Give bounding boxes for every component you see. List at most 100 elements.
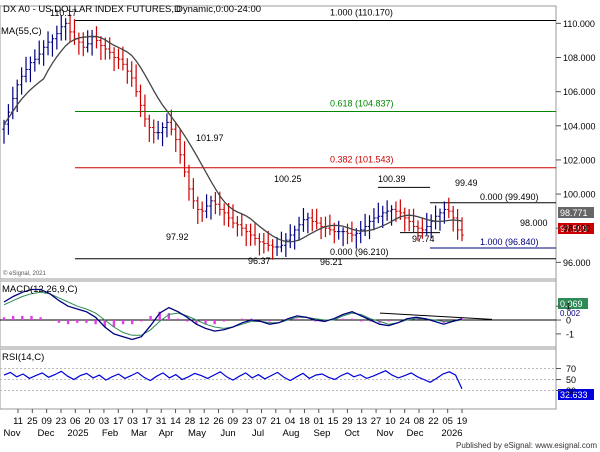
macd-histogram-bar bbox=[268, 320, 271, 322]
macd-histogram-bar bbox=[222, 320, 226, 322]
month-label: Aug bbox=[283, 428, 300, 439]
macd-histogram-bar bbox=[76, 320, 79, 323]
macd-histogram-bar bbox=[204, 320, 207, 325]
date-tick-label: 23 bbox=[242, 416, 253, 427]
price-extreme-label: 100.39 bbox=[378, 174, 406, 184]
macd-label: MACD(12,26,9,C) bbox=[2, 284, 78, 295]
last-price-label: 97.599 bbox=[560, 224, 588, 234]
price-extreme-label: 96.37 bbox=[248, 256, 271, 266]
price-tick-label: 100.000 bbox=[563, 190, 596, 200]
macd-histogram-bar bbox=[213, 320, 216, 325]
date-tick-label: 09 bbox=[228, 416, 239, 427]
macd-histogram-bar bbox=[30, 315, 33, 321]
footer-text: Published by eSignal: www.esignal.com bbox=[456, 441, 597, 450]
price-extreme-label: 96.21 bbox=[320, 257, 343, 267]
month-label: Dec bbox=[407, 428, 424, 439]
date-tick-label: 27 bbox=[371, 416, 382, 427]
date-tick-label: 29 bbox=[342, 416, 353, 427]
month-label: Nov bbox=[4, 428, 21, 439]
macd-histogram-bar bbox=[121, 320, 125, 325]
macd-histogram-bar bbox=[85, 320, 88, 323]
fib-level-label: 0.000 (99.490) bbox=[480, 192, 539, 202]
month-label: Dec bbox=[38, 428, 55, 439]
ma-55-line bbox=[3, 35, 463, 243]
macd-panel bbox=[0, 280, 557, 348]
macd-histogram-bar bbox=[341, 318, 345, 321]
macd-histogram-bar bbox=[240, 318, 244, 321]
price-tick-label: 106.000 bbox=[563, 87, 596, 97]
date-tick-label: 25 bbox=[27, 416, 38, 427]
macd-histogram-bar bbox=[369, 320, 372, 322]
macd-histogram-bar bbox=[360, 320, 363, 322]
macd-last-box bbox=[558, 298, 588, 309]
fib-level-label: 1.000 (110.170) bbox=[330, 7, 393, 17]
macd-histogram-bar bbox=[57, 320, 61, 323]
month-label: Jun bbox=[220, 428, 235, 439]
macd-tick-label: 0 bbox=[566, 316, 571, 326]
month-label: 2025 bbox=[67, 428, 88, 439]
date-tick-label: 26 bbox=[213, 416, 224, 427]
rsi-last-box bbox=[558, 389, 594, 400]
macd-histogram-bar bbox=[350, 318, 354, 321]
month-label: May bbox=[188, 428, 206, 439]
rsi-tick-label: 30 bbox=[566, 386, 576, 396]
date-tick-label: 31 bbox=[156, 416, 167, 427]
macd-histogram-bar bbox=[314, 320, 317, 322]
month-label: Nov bbox=[377, 428, 394, 439]
macd-histogram-bar bbox=[94, 320, 97, 325]
date-tick-label: 18 bbox=[299, 416, 310, 427]
macd-line bbox=[3, 288, 463, 341]
last-price-box bbox=[558, 207, 594, 218]
macd-histogram-bar bbox=[103, 320, 106, 327]
session-text: Dynamic,0:00-24:00 bbox=[176, 4, 261, 15]
month-label: 2026 bbox=[441, 428, 462, 439]
rsi-line bbox=[3, 370, 463, 390]
fib-level-label: 1.000 (96.840) bbox=[480, 237, 539, 247]
date-tick-label: 15 bbox=[328, 416, 339, 427]
date-tick-label: 05 bbox=[442, 416, 453, 427]
price-tick-label: 96.000 bbox=[563, 258, 591, 268]
price-extreme-label: 100.25 bbox=[274, 174, 302, 184]
rsi-label: RSI(14,C) bbox=[2, 352, 44, 363]
fib-level-label: 0.382 (101.543) bbox=[330, 155, 394, 165]
macd-histogram-bar bbox=[415, 318, 418, 321]
date-tick-label: 13 bbox=[356, 416, 367, 427]
macd-histogram-bar bbox=[295, 318, 299, 321]
last-price-label: 98.771 bbox=[560, 208, 588, 218]
month-label: Jul bbox=[252, 428, 264, 439]
ma-label: MA(55,C) bbox=[1, 26, 42, 37]
price-extreme-label: 97.92 bbox=[166, 232, 189, 242]
date-tick-label: 03 bbox=[99, 416, 110, 427]
rsi-last-label: 32.633 bbox=[560, 390, 588, 400]
macd-histogram-bar bbox=[176, 318, 180, 321]
macd-histogram-bar bbox=[2, 317, 6, 321]
macd-last-label: 0.002 bbox=[560, 309, 581, 318]
date-tick-label: 06 bbox=[70, 416, 81, 427]
price-tick-label: 108.000 bbox=[563, 53, 596, 63]
macd-histogram-bar bbox=[149, 315, 152, 321]
date-tick-label: 12 bbox=[199, 416, 210, 427]
month-label: Mar bbox=[131, 428, 147, 439]
macd-histogram-bar bbox=[11, 315, 15, 321]
date-tick-label: 01 bbox=[313, 416, 324, 427]
rsi-marks: 32.633 bbox=[0, 368, 594, 400]
macd-histogram-bar bbox=[140, 320, 143, 322]
macd-histogram-bar bbox=[39, 317, 42, 321]
macd-trend-line bbox=[379, 312, 493, 320]
date-tick-label: 14 bbox=[170, 416, 181, 427]
date-tick-label: 11 bbox=[13, 416, 23, 427]
esignal-watermark: © eSignal, 2021 bbox=[3, 270, 46, 277]
price-extreme-label: 101.97 bbox=[196, 133, 224, 143]
date-tick-label: 17 bbox=[142, 416, 153, 427]
date-tick-label: 17 bbox=[113, 416, 124, 427]
date-tick-label: 23 bbox=[56, 416, 67, 427]
price-marks: 1.000 (110.170) 0.618 (104.837) 0.382 (101… bbox=[2, 7, 594, 267]
date-tick-label: 10 bbox=[385, 416, 396, 427]
price-tick-label: 110.000 bbox=[563, 19, 595, 29]
price-extreme-label: 110.17 bbox=[50, 8, 77, 18]
price-tick-label: 102.000 bbox=[563, 155, 596, 165]
date-tick-label: 09 bbox=[41, 416, 52, 427]
price-extreme-label: 99.49 bbox=[455, 178, 478, 188]
